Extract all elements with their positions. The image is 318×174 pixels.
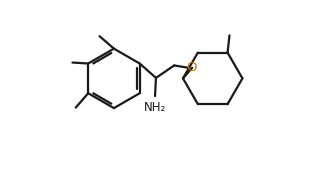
- Text: O: O: [186, 61, 197, 74]
- Text: NH₂: NH₂: [144, 101, 166, 114]
